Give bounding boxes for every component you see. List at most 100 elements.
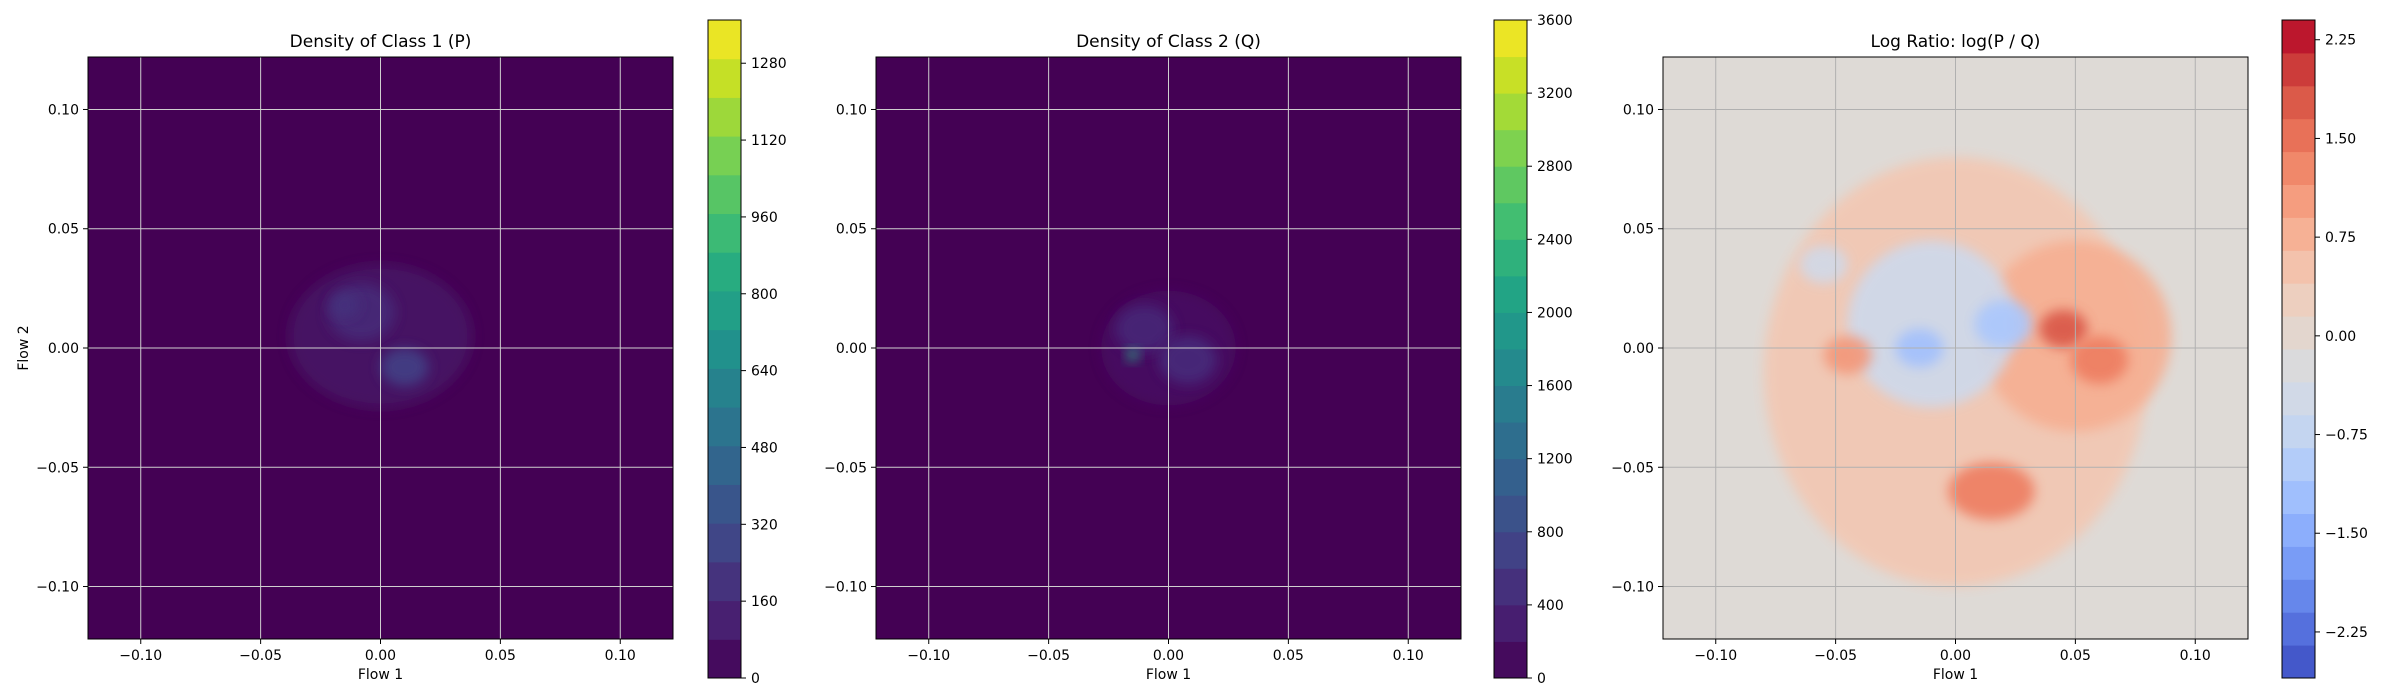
colorbar-level — [708, 329, 741, 369]
colorbar-level — [2282, 546, 2315, 580]
colorbar-level — [2282, 579, 2315, 613]
colorbar: 0 160 320 480 640 800 960 1120 1280 — [707, 19, 787, 687]
y-tick-label: −0.05 — [1611, 460, 1654, 476]
colorbar-level — [1494, 568, 1527, 606]
colorbar-level — [1494, 20, 1527, 58]
colorbar-level — [2282, 118, 2315, 153]
x-tick-label: 0.10 — [1393, 648, 1424, 664]
colorbar-level — [2282, 217, 2315, 251]
colorbar-level — [2282, 612, 2315, 646]
colorbar-tick-label: 640 — [751, 364, 778, 380]
colorbar-tick-label: 800 — [1537, 525, 1564, 541]
colorbar-tick-label: 1200 — [1537, 452, 1573, 468]
x-tick-label: 0.00 — [1940, 648, 1971, 664]
y-tick-label: −0.05 — [36, 460, 79, 476]
colorbar-tick-label: 0 — [1537, 671, 1546, 687]
colorbar-level — [1494, 129, 1527, 167]
colorbar-level — [2282, 349, 2315, 383]
y-tick-label: −0.10 — [1611, 580, 1654, 596]
colorbar-level — [2282, 20, 2315, 54]
colorbar: −2.25 −1.50 −0.75 0.00 0.75 1.50 2.25 — [2281, 19, 2368, 679]
colorbar-level — [2282, 184, 2315, 218]
y-tick-label: 0.00 — [1623, 341, 1654, 357]
x-tick-label: −0.05 — [1027, 648, 1070, 664]
colorbar-level — [1494, 56, 1527, 94]
colorbar-level — [708, 368, 741, 408]
y-tick-label: −0.10 — [36, 580, 79, 596]
density-blob-3 — [1158, 336, 1217, 384]
colorbar-level — [2282, 381, 2315, 416]
y-axis-label: Flow 2 — [16, 325, 32, 370]
colorbar-level — [708, 252, 741, 292]
y-tick-label: −0.10 — [824, 580, 867, 596]
colorbar-level — [708, 290, 741, 331]
colorbar-level — [2282, 513, 2315, 547]
colorbar-level — [708, 174, 741, 215]
colorbar-tick-label: −1.50 — [2325, 526, 2368, 542]
colorbar-level — [708, 561, 741, 602]
density-blob-4 — [330, 293, 359, 317]
colorbar-level — [1494, 604, 1527, 642]
colorbar-level — [2282, 316, 2315, 350]
colorbar-level — [1494, 239, 1527, 277]
colorbar-level — [2282, 414, 2315, 449]
colorbar-level — [708, 136, 741, 176]
colorbar-level — [1494, 312, 1527, 350]
x-tick-label: −0.10 — [907, 648, 950, 664]
colorbar-tick-label: 960 — [751, 210, 778, 226]
density-blob-3 — [1847, 240, 2016, 408]
colorbar-level — [708, 97, 741, 137]
y-tick-label: 0.00 — [48, 341, 79, 357]
colorbar-frame — [1493, 19, 1528, 679]
colorbar-tick-label: 1120 — [751, 133, 787, 149]
y-tick-label: 0.05 — [1623, 222, 1654, 238]
colorbar-level — [1494, 349, 1527, 387]
colorbar-level — [1494, 422, 1527, 460]
colorbar-level — [708, 600, 741, 640]
colorbar-tick-label: 800 — [751, 287, 778, 303]
colorbar-level — [1494, 531, 1527, 569]
density-blob-7 — [2070, 336, 2129, 384]
colorbar-tick-label: 3600 — [1537, 13, 1573, 29]
colorbar-level — [1494, 202, 1527, 240]
colorbar-level — [708, 484, 741, 524]
colorbar-level — [2282, 283, 2315, 317]
colorbar-level — [708, 445, 741, 485]
colorbar-tick-label: 2.25 — [2325, 33, 2356, 49]
colorbar-level — [1494, 275, 1527, 313]
y-tick-label: 0.10 — [48, 102, 79, 118]
x-tick-label: −0.10 — [119, 648, 162, 664]
colorbar-level — [708, 639, 741, 679]
y-tick-label: 0.10 — [1623, 102, 1654, 118]
colorbar-tick-label: 2000 — [1537, 305, 1573, 321]
colorbar-level — [2282, 85, 2315, 120]
colorbar-tick-label: 160 — [751, 594, 778, 610]
colorbar-tick-label: 3200 — [1537, 86, 1573, 102]
colorbar-tick-label: −0.75 — [2325, 428, 2368, 444]
colorbar-tick-label: 1280 — [751, 56, 787, 72]
colorbar-tick-label: 400 — [1537, 598, 1564, 614]
density-blob-3 — [380, 348, 429, 387]
colorbar: 0 400 800 1200 1600 2000 2400 2800 3200 3600 — [1493, 13, 1573, 687]
x-tick-label: 0.05 — [1273, 648, 1304, 664]
colorbar-tick-label: 1.50 — [2325, 131, 2356, 147]
colorbar-tick-label: 0 — [751, 671, 760, 687]
colorbar-level — [708, 407, 741, 447]
y-tick-label: 0.05 — [48, 222, 79, 238]
x-axis-label: Flow 1 — [358, 667, 403, 683]
panel-1: −0.10 −0.05 0.00 0.05 0.10 −0.10 −0.05 0.00 0.05… — [16, 19, 787, 687]
colorbar-frame — [707, 19, 742, 679]
colorbar-tick-label: 320 — [751, 517, 778, 533]
y-tick-label: −0.05 — [824, 460, 867, 476]
x-tick-label: 0.00 — [365, 648, 396, 664]
colorbar-level — [2282, 480, 2315, 514]
density-blob-2 — [1115, 305, 1174, 353]
colorbar-level — [708, 58, 741, 98]
x-tick-label: 0.10 — [2180, 648, 2211, 664]
x-tick-label: −0.05 — [1814, 648, 1857, 664]
colorbar-level — [2282, 52, 2315, 87]
x-tick-label: 0.00 — [1153, 648, 1184, 664]
x-tick-label: 0.05 — [485, 648, 516, 664]
density-blob-4 — [1974, 300, 2033, 349]
y-tick-label: 0.00 — [836, 341, 867, 357]
